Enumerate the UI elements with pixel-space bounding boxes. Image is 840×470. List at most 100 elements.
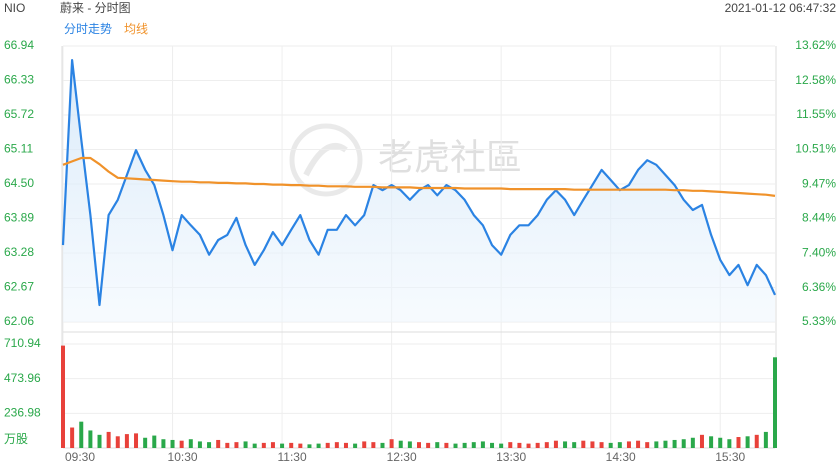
x-tick-label: 15:30 [715,450,745,464]
y-tick-label: 66.94 [4,38,34,52]
legend-entry: 均线 [124,22,148,36]
volume-bar [563,441,568,448]
x-tick-label: 10:30 [168,450,198,464]
volume-bar [88,430,93,448]
volume-bar [499,443,504,448]
volume-bar [654,441,659,448]
volume-bar [526,443,531,448]
volume-bar [773,357,777,448]
x-tick-label: 11:30 [278,450,307,464]
legend-entry: 分时走势 [64,22,112,36]
volume-bar [124,434,129,448]
volume-bar [143,437,148,448]
y2-tick-label: 10.51% [795,142,836,156]
volume-bar [389,439,394,448]
volume-bar [161,439,166,448]
volume-bar [462,442,467,448]
volume-bar [188,439,193,448]
volume-tick-label: 236.98 [4,406,41,420]
chart-title: 蔚来 - 分时图 [60,1,131,15]
volume-bar [280,443,285,448]
volume-bar [608,442,613,448]
volume-bar [681,439,686,448]
volume-bar [216,439,221,448]
volume-bar [763,431,768,448]
y-tick-label: 65.11 [4,142,33,156]
volume-bar [444,442,449,448]
volume-bar [398,440,403,448]
y-tick-label: 63.89 [4,211,34,225]
x-tick-label: 13:30 [496,450,526,464]
volume-bar [699,434,704,448]
y2-tick-label: 12.58% [795,73,836,87]
volume-bar [690,437,695,448]
volume-bar [261,442,266,448]
y2-tick-label: 8.44% [802,211,836,225]
symbol: NIO [4,1,25,15]
volume-bar [380,442,385,448]
volume-tick-label: 710.94 [4,336,41,350]
y2-tick-label: 11.55% [796,107,836,121]
volume-bar [289,442,294,448]
x-tick-label: 14:30 [606,450,636,464]
volume-bar [179,440,184,448]
volume-bar [645,442,650,448]
watermark: 老虎社區 [378,137,522,178]
volume-bar [663,440,668,448]
volume-bar [754,434,759,448]
volume-bar [480,441,485,448]
volume-bar [243,441,248,448]
y-tick-label: 64.50 [4,176,34,190]
volume-bar [353,443,358,448]
y2-tick-label: 6.36% [802,280,836,294]
x-tick-label: 12:30 [387,450,417,464]
volume-bar [417,442,421,448]
volume-bar [234,442,239,448]
volume-bar [672,439,677,448]
volume-bar [106,431,111,448]
volume-bar [709,436,714,448]
average-line [62,156,776,197]
volume-bar [152,435,157,448]
volume-bar [727,439,732,448]
watermark-logo [289,123,363,197]
volume-bar [197,441,202,448]
volume-bar [426,442,431,448]
y-tick-label: 65.72 [4,107,34,121]
volume-bar [435,442,440,448]
volume-bar [626,441,631,448]
volume-bar [325,442,330,448]
price-line [61,59,776,307]
volume-bar [115,436,120,448]
volume-bar [590,441,595,448]
volume-bar [617,442,622,448]
volume-bar [407,441,412,448]
y2-tick-label: 5.33% [802,314,836,328]
volume-bar [718,437,723,448]
volume-bar [134,433,139,448]
volume-bar [745,436,750,448]
x-tick-label: 09:30 [65,450,95,464]
volume-bar [581,440,586,448]
volume-bar [61,345,65,448]
volume-bar [544,442,549,448]
volume-bar [636,440,641,448]
volume-bar [362,441,367,448]
volume-bar [371,442,376,448]
volume-bar [490,442,495,448]
y2-tick-label: 7.40% [802,245,836,259]
volume-bar [535,442,540,448]
y-tick-label: 66.33 [4,73,34,87]
volume-bar [316,443,321,448]
y-tick-label: 63.28 [4,245,34,259]
y-tick-label: 62.67 [4,280,34,294]
volume-bar [508,442,513,448]
volume-bar [736,437,741,448]
volume-unit: 万股 [4,432,28,446]
volume-bar [79,421,84,448]
volume-bar [307,444,312,448]
timestamp: 2021-01-12 06:47:32 [725,1,837,15]
volume-bar [517,442,522,448]
y2-tick-label: 9.47% [802,176,836,190]
